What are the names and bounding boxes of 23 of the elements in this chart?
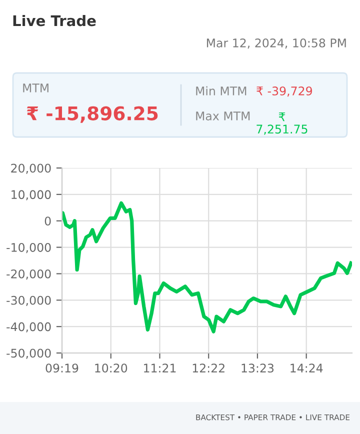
- y-tick-label: -40,000: [6, 322, 51, 332]
- y-tick-label: -30,000: [6, 296, 51, 306]
- text: Mar 12, 2024, 10:58 PM: [206, 38, 346, 49]
- y-tick-label: -20,000: [6, 269, 51, 280]
- y-tick-label: 0: [44, 216, 51, 226]
- chart-title: Live Trade: [13, 14, 96, 26]
- text: MTM: [23, 84, 48, 92]
- line-series: [62, 201, 352, 334]
- text: ₹ 7,251.75: [256, 112, 308, 135]
- text: Min MTM: [196, 86, 246, 96]
- x-tick-label: 14:24: [290, 364, 323, 372]
- text: Max MTM: [196, 112, 250, 120]
- x-tick-label: 11:21: [144, 364, 176, 372]
- x-tick-label: 09:19: [46, 364, 78, 373]
- x-tick-label: 13:23: [242, 364, 274, 373]
- x-tick-label: 10:20: [95, 364, 128, 373]
- text: ₹ -15,896.25: [26, 106, 158, 123]
- y-tick-label: -10,000: [6, 243, 51, 254]
- x-tick-label: 12:22: [192, 364, 224, 372]
- y-tick-label: 20,000: [11, 164, 51, 174]
- y-tick-label: 10,000: [12, 190, 51, 200]
- text: ₹ -39,729: [256, 86, 312, 97]
- y-tick-label: -50,000: [6, 348, 51, 359]
